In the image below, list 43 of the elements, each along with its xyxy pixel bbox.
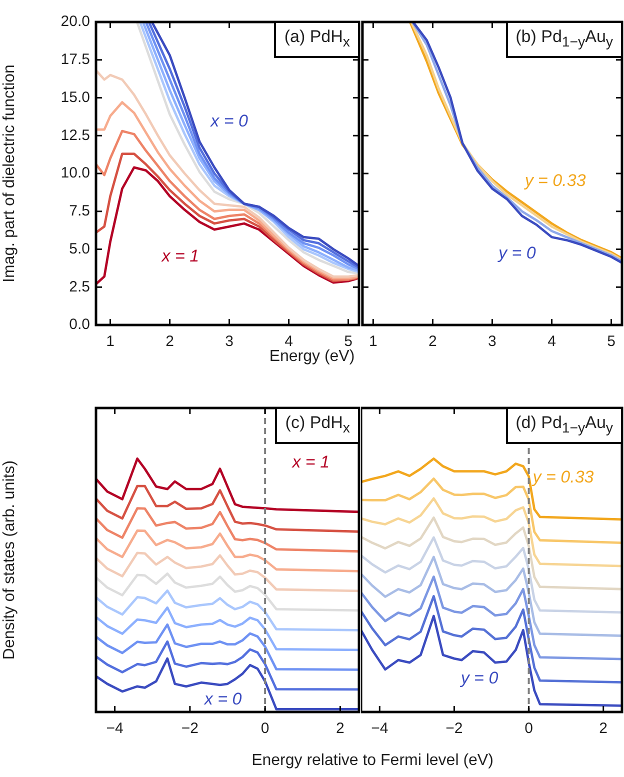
x-tick-label: −2	[446, 720, 463, 738]
x-tick-label: −4	[106, 720, 124, 738]
y-tick-label: 2.5	[69, 278, 90, 296]
y-tick-label: 17.5	[60, 51, 90, 68]
x-tick-label: −2	[181, 720, 198, 738]
x-tick-label: 2	[599, 720, 608, 738]
series-label: x = 0	[210, 112, 249, 131]
series-label: y = 0.33	[532, 468, 594, 487]
text: x = 1	[291, 452, 330, 472]
chart-title: (a) PdH$_{x}$	[274, 21, 360, 58]
y-tick-label: 0.0	[69, 316, 90, 334]
x-tick-label: 2	[166, 333, 174, 350]
y-tick-label: 15.0	[60, 88, 90, 106]
series-label: y = 0	[497, 244, 536, 263]
x-tick-label: 1	[106, 333, 114, 350]
y-tick-label: 7.5	[69, 202, 90, 220]
y-tick-label: 20.0	[60, 13, 90, 30]
y-tick-label: 10.0	[60, 164, 90, 182]
x-tick-label: 0	[524, 720, 533, 738]
x-tick-label: −4	[371, 720, 388, 738]
y-axis-title: Imag. part of dielectric function	[1, 64, 18, 282]
x-tick-label: 5	[607, 333, 616, 350]
x-axis-title: Energy (eV)	[269, 348, 355, 365]
series-label: x = 0	[203, 690, 242, 709]
y-tick-label: 5.0	[69, 240, 90, 258]
y-axis-title: Density of states (arb. units)	[1, 460, 18, 660]
x-tick-label: 4	[548, 333, 556, 350]
x-tick-label: 2	[336, 720, 344, 738]
y-tick-label: 12.5	[60, 126, 90, 144]
x-axis-title: Energy relative to Fermi level (eV)	[250, 752, 494, 770]
x-tick-label: 3	[225, 333, 234, 350]
chart-title: (d) Pd$_{1−y}$Au$_{y}$	[506, 407, 623, 444]
x-tick-label: 2	[428, 333, 437, 350]
x-tick-label: 1	[369, 333, 378, 350]
x-tick-label: 3	[488, 333, 496, 350]
series-label: y = 0	[460, 668, 499, 688]
x-tick-label: 0	[260, 720, 270, 738]
x-tick-label: 4	[284, 333, 293, 350]
series-label: y = 0.33	[524, 170, 586, 190]
series-label: x = 1	[160, 246, 200, 266]
x-tick-label: 5	[344, 333, 352, 350]
chart-title: (b) Pd$_{1−y}$Au$_{y}$	[506, 21, 623, 58]
chart-title: (c) PdH$_{x}$	[275, 407, 360, 444]
